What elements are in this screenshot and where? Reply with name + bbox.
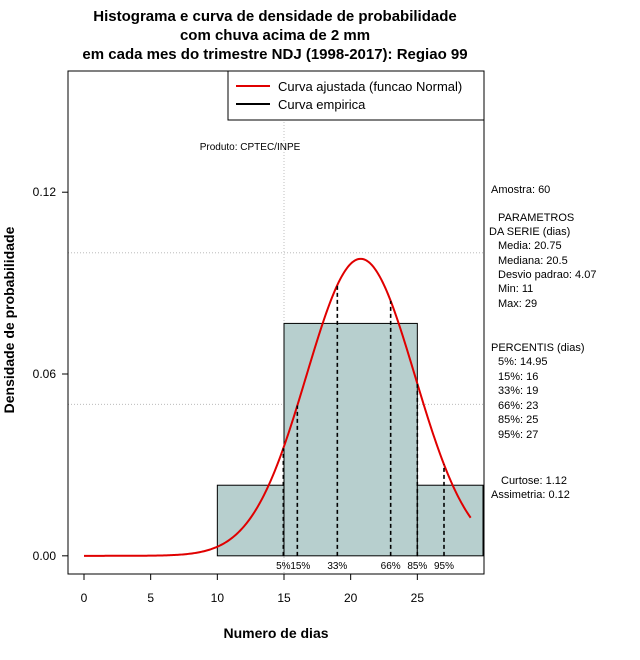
histogram-bars: [216, 322, 484, 557]
y-axis-label: Densidade de probabilidade: [1, 226, 17, 413]
percentile-label-85: 85%: [407, 561, 427, 572]
x-tick-label-2: 10: [211, 591, 225, 605]
legend-box: [227, 70, 485, 121]
percentile-label-5: 5%: [276, 561, 291, 572]
percentile-label-95: 95%: [434, 561, 454, 572]
histogram-bar-0: [216, 484, 285, 557]
percentile-label-15: 15%: [290, 561, 310, 572]
percentile-lines: 5% 15% 33% 66% 85% 95%: [276, 285, 454, 572]
param-max: Max: 29: [498, 298, 537, 310]
axes: 0 5 10 15 20 25 0.00 0.06 0.12: [33, 70, 485, 605]
legend-label-fit: Curva ajustada (funcao Normal): [278, 79, 462, 94]
x-tick-label-3: 15: [277, 591, 291, 605]
percentil-66: 66%: 23: [498, 400, 538, 412]
param-desvio: Desvio padrao: 4.07: [498, 269, 596, 281]
percentil-15: 15%: 16: [498, 371, 538, 383]
percentile-label-33: 33%: [327, 561, 347, 572]
x-tick-label-1: 5: [147, 591, 154, 605]
y-tick-label-0: 0.00: [33, 549, 57, 563]
x-tick-label-5: 25: [411, 591, 425, 605]
chart-title-line-3: em cada mes do trimestre NDJ (1998-2017)…: [82, 46, 467, 63]
percentis-header: PERCENTIS (dias): [491, 342, 585, 354]
chart-title-line-2: com chuva acima de 2 mm: [180, 27, 370, 44]
side-panel: Amostra: 60 PARAMETROS DA SERIE (dias) M…: [489, 184, 596, 501]
y-tick-label-2: 0.12: [33, 185, 57, 199]
histogram-bar-2: [416, 484, 484, 557]
percentil-85: 85%: 25: [498, 414, 538, 426]
legend: Curva ajustada (funcao Normal) Curva emp…: [227, 70, 485, 121]
y-tick-label-1: 0.06: [33, 367, 57, 381]
sample-size: Amostra: 60: [491, 184, 550, 196]
curtose: Curtose: 1.12: [501, 475, 567, 487]
param-media: Media: 20.75: [498, 240, 562, 252]
product-annotation: Produto: CPTEC/INPE: [200, 142, 301, 153]
x-axis-label: Numero de dias: [223, 625, 328, 641]
params-header-2: DA SERIE (dias): [489, 226, 570, 238]
percentil-95: 95%: 27: [498, 429, 538, 441]
percentil-5: 5%: 14.95: [498, 356, 548, 368]
legend-label-empirical: Curva empirica: [278, 97, 366, 112]
assimetria: Assimetria: 0.12: [491, 489, 570, 501]
grid-lines: [68, 71, 485, 574]
param-mediana: Mediana: 20.5: [498, 255, 568, 267]
percentil-33: 33%: 19: [498, 385, 538, 397]
percentile-label-66: 66%: [381, 561, 401, 572]
params-header-1: PARAMETROS: [495, 212, 574, 224]
x-tick-label-0: 0: [81, 591, 88, 605]
density-curve-layer: [84, 257, 472, 557]
x-tick-label-4: 20: [344, 591, 358, 605]
param-min: Min: 11: [498, 283, 533, 295]
chart-title-line-1: Histograma e curva de densidade de proba…: [93, 8, 456, 25]
normal-density-curve: [84, 257, 472, 557]
histogram-bar-1: [283, 322, 418, 557]
